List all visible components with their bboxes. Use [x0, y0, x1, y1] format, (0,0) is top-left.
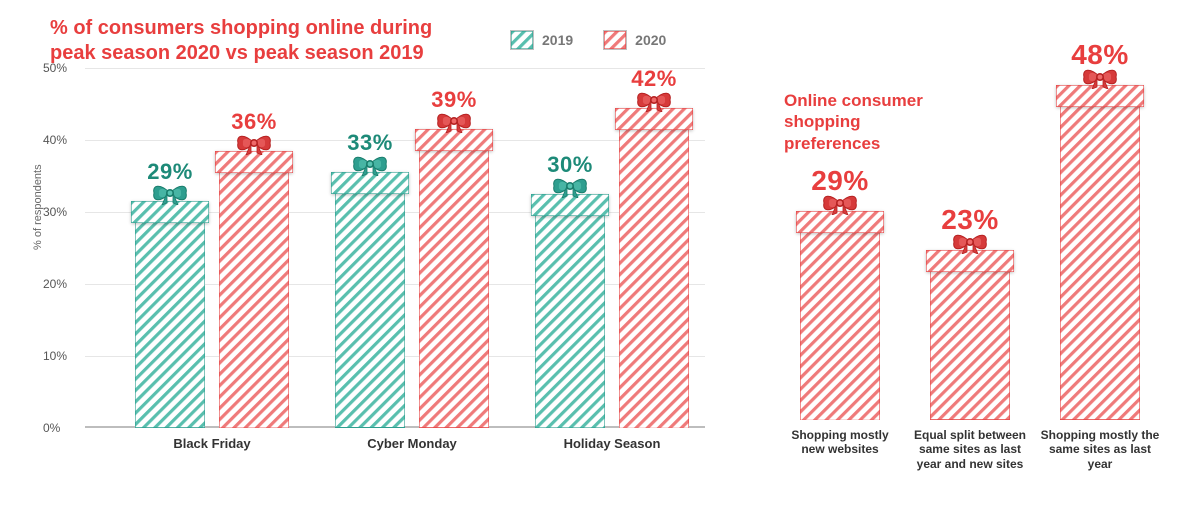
bar-2020-2: 42%	[619, 126, 689, 428]
y-tick: 40%	[43, 133, 67, 147]
bar-2019-1: 33%	[335, 190, 405, 428]
y-tick: 10%	[43, 349, 67, 363]
y-tick: 20%	[43, 277, 67, 291]
bar-2019-0: 29%	[135, 219, 205, 428]
bar-2020-0: 36%	[219, 169, 289, 428]
legend-label-2019: 2019	[542, 32, 573, 48]
bar-value: 23%	[941, 204, 999, 236]
bar-value: 36%	[231, 109, 277, 135]
legend-label-2020: 2020	[635, 32, 666, 48]
y-tick: 50%	[43, 61, 67, 75]
legend: 2019 2020	[510, 30, 666, 50]
bar-2020-1: 39%	[419, 147, 489, 428]
grid-line	[85, 140, 705, 141]
legend-item-2020: 2020	[603, 30, 666, 50]
bar-2019-2: 30%	[535, 212, 605, 428]
pref-bar-1: 23%	[930, 268, 1010, 420]
page: % of consumers shopping online during pe…	[0, 0, 1200, 517]
x-category: Shopping mostly new websites	[780, 428, 900, 457]
bar-value: 48%	[1071, 39, 1129, 71]
bar-value: 29%	[811, 165, 869, 197]
bar-value: 30%	[547, 152, 593, 178]
pref-bar-2: 48%	[1060, 103, 1140, 420]
grid-line	[85, 68, 705, 69]
x-category: Equal split between same sites as last y…	[910, 428, 1030, 471]
x-category: Holiday Season	[522, 436, 702, 451]
right-plot: 29% 23% 48%	[770, 90, 1170, 420]
right-chart: Online consumer shopping preferences 29%…	[770, 90, 1170, 490]
y-tick: 0%	[43, 421, 60, 435]
left-chart: 0%10%20%30%40%50% 29% 36% 33% 39	[85, 68, 705, 473]
legend-swatch-2020	[603, 30, 627, 50]
bar-value: 33%	[347, 130, 393, 156]
bar-value: 29%	[147, 159, 193, 185]
x-category: Shopping mostly the same sites as last y…	[1040, 428, 1160, 471]
left-plot: 0%10%20%30%40%50% 29% 36% 33% 39	[85, 68, 705, 428]
bar-value: 42%	[631, 66, 677, 92]
bar-value: 39%	[431, 87, 477, 113]
x-category: Cyber Monday	[322, 436, 502, 451]
pref-bar-0: 29%	[800, 229, 880, 420]
legend-swatch-2019	[510, 30, 534, 50]
y-tick: 30%	[43, 205, 67, 219]
legend-item-2019: 2019	[510, 30, 573, 50]
chart-title: % of consumers shopping online during pe…	[50, 16, 470, 66]
x-category: Black Friday	[122, 436, 302, 451]
